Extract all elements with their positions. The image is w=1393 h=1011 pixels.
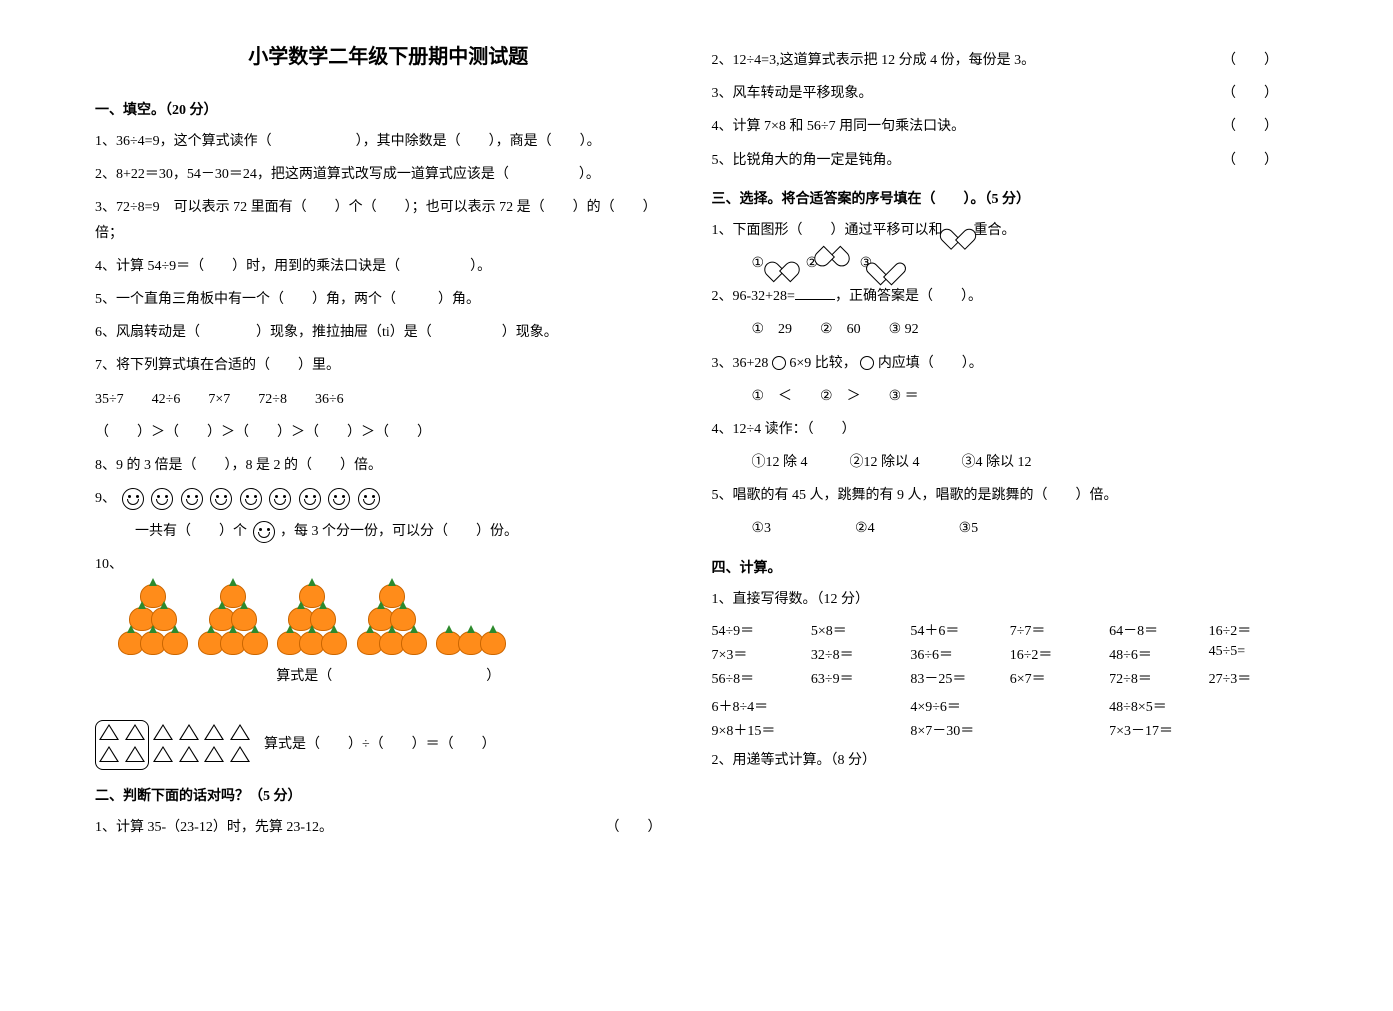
q4-sub1: 1、直接写得数。（12 分）	[712, 587, 1299, 612]
q2-5: 5、比锐角大的角一定是钝角。 （ ）	[712, 148, 1299, 173]
calc-cell: 64－8＝	[1109, 620, 1198, 640]
smiley-icon	[269, 488, 291, 510]
page-title: 小学数学二年级下册期中测试题	[95, 40, 682, 69]
smiley-icon	[240, 488, 262, 510]
q3-1-opts: ① ② ③	[712, 251, 1299, 276]
calc-cell: 7×3＝	[712, 644, 801, 664]
q3-1: 1、下面图形（ ）通过平移可以和 重合。	[712, 218, 1299, 243]
q2-1: 1、计算 35-（23-12）时，先算 23-12。 （ ）	[95, 815, 682, 840]
smiley-icon	[210, 488, 232, 510]
smiley-icon	[358, 488, 380, 510]
q1-9: 9、	[95, 486, 682, 511]
calc-cell: 16÷2＝	[1209, 620, 1298, 640]
q1-6: 6、风扇转动是（ ）现象，推拉抽屉（ti）是（ ）现象。	[95, 320, 682, 345]
smiley-icon	[299, 488, 321, 510]
smiley-icon	[181, 488, 203, 510]
circle-icon	[860, 356, 874, 370]
q1-5: 5、一个直角三角板中有一个（ ）角，两个（ ）角。	[95, 287, 682, 312]
calc-cell: 16÷2＝	[1010, 644, 1099, 664]
calc-cell: 54÷9＝	[712, 620, 801, 640]
calc-cell: 45÷5=	[1209, 644, 1298, 664]
calc-cell: 83－25＝	[910, 668, 999, 688]
smiley-icon	[151, 488, 173, 510]
q1-9a: 一共有（ ）个 ，每 3 个分一份，可以分（ ）份。	[95, 519, 682, 544]
section3-header: 三、选择。将合适答案的序号填在（ ）。（5 分）	[712, 188, 1299, 208]
calc-cell: 6＋8÷4＝	[712, 696, 901, 716]
q2-3: 3、风车转动是平移现象。 （ ）	[712, 81, 1299, 106]
calc-grid: 54÷9＝ 5×8＝ 54＋6＝ 7÷7＝ 64－8＝ 16÷2＝ 7×3＝ 3…	[712, 620, 1299, 688]
calc-cell: 8×7－30＝	[910, 720, 1099, 740]
q4-sub2: 2、用递等式计算。（8 分）	[712, 748, 1299, 773]
section2-header: 二、判断下面的话对吗？（5 分）	[95, 785, 682, 805]
calc-cell: 48÷6＝	[1109, 644, 1198, 664]
calc-cell: 63÷9＝	[811, 668, 900, 688]
calc-cell: 27÷3＝	[1209, 668, 1298, 688]
q1-10a: 算式是（ ）	[95, 664, 682, 689]
heart-icon	[946, 220, 970, 242]
calc-cell: 32÷8＝	[811, 644, 900, 664]
smiley-icon	[253, 521, 275, 543]
calc-cell: 48÷8×5＝	[1109, 696, 1298, 716]
calc-cell: 5×8＝	[811, 620, 900, 640]
smiley-icon	[328, 488, 350, 510]
q1-3: 3、72÷8=9 可以表示 72 里面有（ ）个（ ）；也可以表示 72 是（ …	[95, 195, 682, 245]
q3-4: 4、12÷4 读作：（ ）	[712, 417, 1299, 442]
triangle-row: 算式是（ ）÷（ ）＝（ ）	[95, 720, 682, 770]
section4-header: 四、计算。	[712, 557, 1299, 577]
calc-cell: 54＋6＝	[910, 620, 999, 640]
calc-cell: 6×7＝	[1010, 668, 1099, 688]
calc-grid2: 6＋8÷4＝ 4×9÷6＝ 48÷8×5＝ 9×8＋15＝ 8×7－30＝ 7×…	[712, 696, 1299, 740]
heart-icon	[768, 253, 792, 275]
smiley-icon	[122, 488, 144, 510]
q1-2: 2、8+22＝30，54－30＝24，把这两道算式改写成一道算式应该是（ ）。	[95, 162, 682, 187]
calc-cell: 9×8＋15＝	[712, 720, 901, 740]
q1-7: 7、将下列算式填在合适的（ ）里。	[95, 353, 682, 378]
circle-icon	[772, 356, 786, 370]
calc-cell: 7÷7＝	[1010, 620, 1099, 640]
section1-header: 一、填空。（20 分）	[95, 99, 682, 119]
heart-icon	[876, 253, 900, 275]
q1-10: 10、	[95, 552, 682, 577]
q1-7b: （ ）＞（ ）＞（ ）＞（ ）＞（ ）	[95, 420, 682, 445]
q3-2: 2、96-32+28=，正确答案是（ ）。	[712, 284, 1299, 309]
calc-cell: 72÷8＝	[1109, 668, 1198, 688]
calc-cell: 56÷8＝	[712, 668, 801, 688]
q3-4-opts: ①12 除 4 ②12 除以 4 ③4 除以 12	[712, 450, 1299, 475]
calc-cell: 36÷6＝	[910, 644, 999, 664]
q3-3-opts: ① ＜ ② ＞ ③ ＝	[712, 384, 1299, 409]
pumpkin-row	[95, 586, 682, 657]
q2-4: 4、计算 7×8 和 56÷7 用同一句乘法口诀。 （ ）	[712, 114, 1299, 139]
q1-1: 1、36÷4=9，这个算式读作（ ），其中除数是（ ），商是（ ）。	[95, 129, 682, 154]
calc-cell: 7×3－17＝	[1109, 720, 1298, 740]
q1-8: 8、9 的 3 倍是（ ），8 是 2 的（ ）倍。	[95, 453, 682, 478]
q2-2: 2、12÷4=3,这道算式表示把 12 分成 4 份，每份是 3。 （ ）	[712, 48, 1299, 73]
q3-3: 3、36+28 6×9 比较， 内应填（ ）。	[712, 351, 1299, 376]
calc-cell: 4×9÷6＝	[910, 696, 1099, 716]
q1-4: 4、计算 54÷9＝（ ）时，用到的乘法口诀是（ ）。	[95, 254, 682, 279]
q1-7a: 35÷7 42÷6 7×7 72÷8 36÷6	[95, 387, 682, 412]
q3-5: 5、唱歌的有 45 人，跳舞的有 9 人，唱歌的是跳舞的（ ）倍。	[712, 483, 1299, 508]
q3-2-opts: ① 29 ② 60 ③ 92	[712, 317, 1299, 342]
heart-icon	[822, 253, 846, 275]
q3-5-opts: ①3 ②4 ③5	[712, 516, 1299, 541]
